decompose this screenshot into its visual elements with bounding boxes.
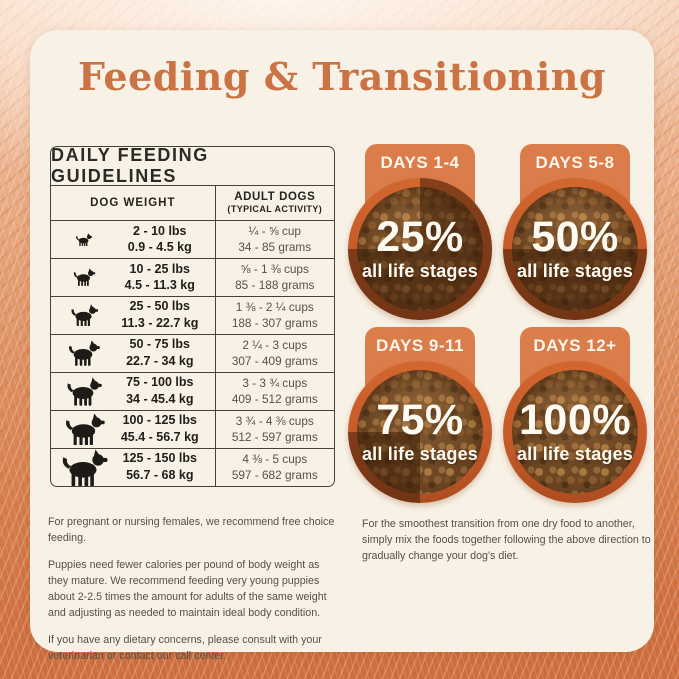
note-dietary-concerns: If you have any dietary concerns, please… <box>48 634 322 663</box>
serving-cell: 3 ¾ - 4 ⅜ cups 512 - 597 grams <box>214 410 334 448</box>
table-row: 125 - 150 lbs 56.7 - 68 kg 4 ⅜ - 5 cups 59… <box>51 447 334 486</box>
table-title: DAILY FEEDING GUIDELINES <box>51 146 209 186</box>
table-header-row: DOG WEIGHT ADULT DOGS (TYPICAL ACTIVITY) <box>51 185 334 220</box>
dog-silhouette-icon <box>71 268 96 287</box>
percent-label: 25% <box>376 213 464 261</box>
table-row: 100 - 125 lbs 45.4 - 56.7 kg 3 ¾ - 4 ⅜ cu… <box>51 409 334 448</box>
transition-note: For the smoothest transition from one dr… <box>362 516 652 564</box>
note-transition: For the smoothest transition from one dr… <box>362 518 651 563</box>
day-range-label: DAYS 12+ <box>533 336 617 355</box>
transition-step-days-1-4: DAYS 1-4 25% all life stages <box>348 144 492 322</box>
weight-cell: 125 - 150 lbs 56.7 - 68 kg <box>122 451 197 483</box>
percent-label: 75% <box>376 396 464 444</box>
transition-step-days-9-11: DAYS 9-11 75% all life stages <box>348 327 492 505</box>
life-stage-label: all life stages <box>516 444 634 464</box>
feeding-guidelines-table: DAILY FEEDING GUIDELINES DOG WEIGHT ADUL… <box>50 146 335 487</box>
life-stage-label: all life stages <box>361 444 479 464</box>
table-row: 50 - 75 lbs 22.7 - 34 kg 2 ¼ - 3 cups 307 … <box>51 333 334 372</box>
food-bowl: 50% all life stages <box>503 178 647 320</box>
serving-cell: 4 ⅜ - 5 cups 597 - 682 grams <box>214 448 334 486</box>
kibble-texture <box>512 370 638 494</box>
food-bowl: 25% all life stages <box>348 178 492 320</box>
dog-silhouette-icon <box>65 340 101 367</box>
percent-label: 100% <box>519 396 631 444</box>
day-range-label: DAYS 5-8 <box>535 153 615 172</box>
dog-silhouette-icon <box>61 413 106 446</box>
transition-step-days-12-plus: DAYS 12+ 100% all life stages <box>503 327 647 505</box>
table-row: 10 - 25 lbs 4.5 - 11.3 kg ⅝ - 1 ⅜ cups 85 … <box>51 257 334 296</box>
transition-step-days-5-8: DAYS 5-8 50% all life stages <box>503 144 647 322</box>
note-puppies: Puppies need fewer calories per pound of… <box>48 559 327 620</box>
weight-cell: 2 - 10 lbs 0.9 - 4.5 kg <box>127 223 192 255</box>
day-range-label: DAYS 1-4 <box>380 153 460 172</box>
note-pregnant-females: For pregnant or nursing females, we reco… <box>48 516 335 545</box>
food-bowl: 100% all life stages <box>503 361 647 503</box>
weight-cell: 50 - 75 lbs 22.7 - 34 kg <box>126 337 194 369</box>
col-header-typical-activity: (TYPICAL ACTIVITY) <box>227 204 323 215</box>
weight-cell: 10 - 25 lbs 4.5 - 11.3 kg <box>124 261 195 293</box>
life-stage-label: all life stages <box>516 261 634 281</box>
col-header-adult-dogs: ADULT DOGS (TYPICAL ACTIVITY) <box>214 186 334 220</box>
weight-cell: 25 - 50 lbs 11.3 - 22.7 kg <box>121 299 199 331</box>
page-title: Feeding & Transitioning <box>78 54 606 99</box>
food-bowl: 75% all life stages <box>348 361 492 503</box>
infographic-card: Feeding & Transitioning DAILY FEEDING GU… <box>30 30 654 662</box>
life-stage-label: all life stages <box>361 261 479 281</box>
serving-cell: 1 ⅜ - 2 ¼ cups 188 - 307 grams <box>214 296 334 334</box>
weight-cell: 75 - 100 lbs 34 - 45.4 kg <box>126 375 194 407</box>
table-row: 25 - 50 lbs 11.3 - 22.7 kg 1 ⅜ - 2 ¼ cups… <box>51 295 334 334</box>
dog-silhouette-icon <box>68 304 99 327</box>
dog-silhouette-icon <box>63 377 103 406</box>
serving-cell: 3 - 3 ¾ cups 409 - 512 grams <box>214 372 334 410</box>
table-row: 75 - 100 lbs 34 - 45.4 kg 3 - 3 ¾ cups 409… <box>51 371 334 410</box>
bowl-shade <box>503 178 647 320</box>
day-range-label: DAYS 9-11 <box>376 336 464 355</box>
weight-cell: 100 - 125 lbs 45.4 - 56.7 kg <box>120 413 199 445</box>
col-header-adult-dogs-label: ADULT DOGS <box>234 191 316 204</box>
serving-cell: ¼ - ⅝ cup 34 - 85 grams <box>214 221 334 258</box>
table-row: 2 - 10 lbs 0.9 - 4.5 kg ¼ - ⅝ cup 34 - 85 … <box>51 220 334 258</box>
feeding-notes: For pregnant or nursing females, we reco… <box>48 514 340 675</box>
bowl-shade <box>348 178 492 320</box>
col-header-dog-weight: DOG WEIGHT <box>90 197 176 209</box>
serving-cell: ⅝ - 1 ⅜ cups 85 - 188 grams <box>214 258 334 296</box>
dog-silhouette-icon <box>57 449 109 486</box>
dog-silhouette-icon <box>74 232 93 247</box>
bowl-shade <box>348 361 492 503</box>
serving-cell: 2 ¼ - 3 cups 307 - 409 grams <box>214 334 334 372</box>
percent-label: 50% <box>531 213 619 261</box>
